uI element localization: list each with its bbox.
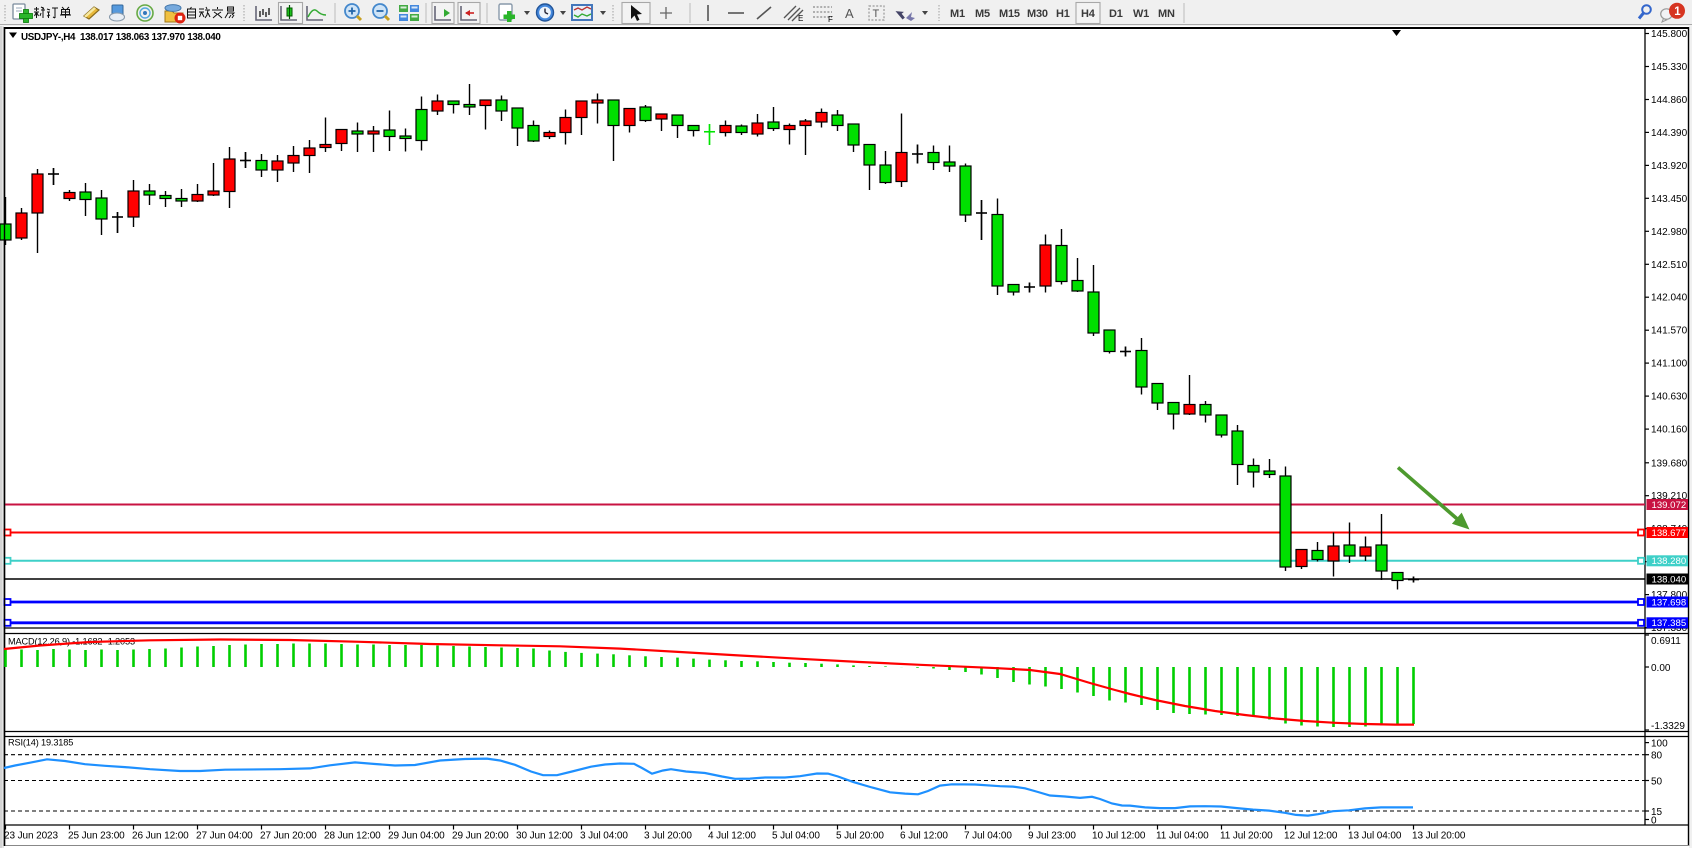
svg-text:W1: W1 <box>1133 8 1149 20</box>
svg-text:M1: M1 <box>950 8 965 20</box>
svg-text:29 Jun 04:00: 29 Jun 04:00 <box>388 831 445 842</box>
svg-text:0.00: 0.00 <box>1651 663 1671 674</box>
svg-text:145.330: 145.330 <box>1651 62 1688 73</box>
svg-text:144.390: 144.390 <box>1651 128 1688 139</box>
svg-text:142.510: 142.510 <box>1651 260 1688 271</box>
svg-text:27 Jun 20:00: 27 Jun 20:00 <box>260 831 317 842</box>
svg-text:143.920: 143.920 <box>1651 161 1688 172</box>
svg-text:139.072: 139.072 <box>1652 500 1687 511</box>
svg-text:5 Jul 04:00: 5 Jul 04:00 <box>772 831 820 842</box>
svg-text:138.040: 138.040 <box>1652 574 1687 585</box>
svg-text:H1: H1 <box>1056 8 1070 20</box>
svg-text:0.6911: 0.6911 <box>1651 636 1681 647</box>
svg-text:141.100: 141.100 <box>1651 359 1688 370</box>
svg-text:100: 100 <box>1651 738 1668 749</box>
svg-text:142.980: 142.980 <box>1651 227 1688 238</box>
svg-text:M15: M15 <box>999 8 1020 20</box>
svg-text:145.800: 145.800 <box>1651 29 1688 40</box>
svg-text:MACD(12,26,9) -1.1682 -1.2053: MACD(12,26,9) -1.1682 -1.2053 <box>8 637 135 647</box>
svg-text:137.330: 137.330 <box>1651 623 1688 634</box>
svg-text:-1.3329: -1.3329 <box>1651 721 1685 732</box>
svg-text:143.450: 143.450 <box>1651 194 1688 205</box>
svg-text:0: 0 <box>1651 815 1657 826</box>
svg-text:23 Jun 2023: 23 Jun 2023 <box>4 831 58 842</box>
svg-text:5 Jul 20:00: 5 Jul 20:00 <box>836 831 884 842</box>
svg-text:F: F <box>828 15 833 24</box>
svg-text:9 Jul 23:00: 9 Jul 23:00 <box>1028 831 1076 842</box>
svg-text:D1: D1 <box>1109 8 1123 20</box>
svg-text:A: A <box>845 6 854 21</box>
svg-text:USDJPY-,H4 138.017 138.063 13: USDJPY-,H4 138.017 138.063 137.970 138.0… <box>21 32 221 43</box>
svg-text:26 Jun 12:00: 26 Jun 12:00 <box>132 831 189 842</box>
svg-text:139.680: 139.680 <box>1651 458 1688 469</box>
svg-text:13 Jul 04:00: 13 Jul 04:00 <box>1348 831 1402 842</box>
svg-text:29 Jun 20:00: 29 Jun 20:00 <box>452 831 509 842</box>
svg-text:M5: M5 <box>975 8 990 20</box>
svg-text:27 Jun 04:00: 27 Jun 04:00 <box>196 831 253 842</box>
svg-text:4 Jul 12:00: 4 Jul 12:00 <box>708 831 756 842</box>
svg-text:28 Jun 12:00: 28 Jun 12:00 <box>324 831 381 842</box>
svg-text:E: E <box>798 14 803 23</box>
svg-text:1: 1 <box>1674 6 1681 18</box>
svg-text:50: 50 <box>1651 776 1663 787</box>
svg-text:10 Jul 12:00: 10 Jul 12:00 <box>1092 831 1146 842</box>
svg-text:11 Jul 04:00: 11 Jul 04:00 <box>1156 831 1209 842</box>
svg-text:3 Jul 04:00: 3 Jul 04:00 <box>580 831 628 842</box>
svg-text:142.040: 142.040 <box>1651 293 1688 304</box>
svg-text:T: T <box>873 8 880 20</box>
svg-text:15: 15 <box>1651 807 1663 818</box>
svg-text:138.280: 138.280 <box>1652 556 1687 567</box>
svg-text:MN: MN <box>1158 8 1175 20</box>
svg-text:30 Jun 12:00: 30 Jun 12:00 <box>516 831 573 842</box>
svg-text:137.385: 137.385 <box>1652 618 1687 629</box>
svg-text:138.677: 138.677 <box>1652 528 1687 539</box>
svg-text:139.210: 139.210 <box>1651 491 1688 502</box>
svg-text:141.570: 141.570 <box>1651 326 1688 337</box>
svg-text:137.800: 137.800 <box>1651 590 1688 601</box>
svg-text:6 Jul 12:00: 6 Jul 12:00 <box>900 831 948 842</box>
svg-text:140.160: 140.160 <box>1651 425 1688 436</box>
svg-text:RSI(14) 19.3185: RSI(14) 19.3185 <box>8 738 73 748</box>
svg-text:25 Jun 23:00: 25 Jun 23:00 <box>68 831 125 842</box>
svg-text:140.630: 140.630 <box>1651 392 1688 403</box>
svg-text:144.860: 144.860 <box>1651 95 1688 106</box>
svg-text:3 Jul 20:00: 3 Jul 20:00 <box>644 831 692 842</box>
svg-text:12 Jul 12:00: 12 Jul 12:00 <box>1284 831 1338 842</box>
svg-text:7 Jul 04:00: 7 Jul 04:00 <box>964 831 1012 842</box>
svg-text:11 Jul 20:00: 11 Jul 20:00 <box>1220 831 1273 842</box>
svg-text:H4: H4 <box>1081 8 1096 20</box>
svg-text:80: 80 <box>1651 751 1663 762</box>
svg-text:137.698: 137.698 <box>1652 597 1687 608</box>
svg-text:13 Jul 20:00: 13 Jul 20:00 <box>1412 831 1466 842</box>
svg-text:M30: M30 <box>1027 8 1048 20</box>
